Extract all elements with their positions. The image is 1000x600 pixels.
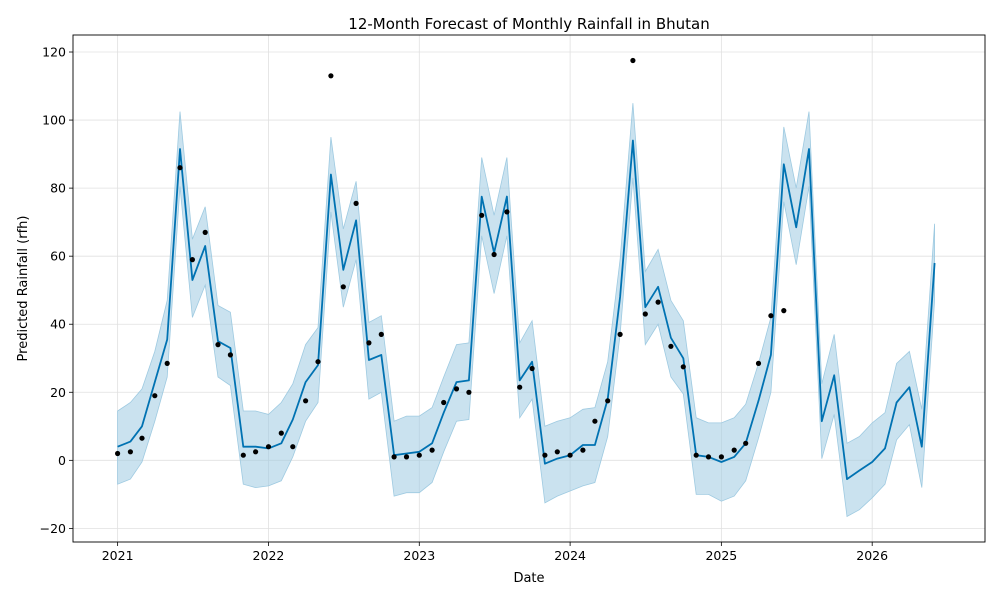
observed-point — [580, 447, 586, 453]
observed-point — [429, 447, 435, 453]
observed-point — [202, 229, 208, 235]
chart-title: 12-Month Forecast of Monthly Rainfall in… — [348, 15, 709, 33]
observed-point — [567, 452, 573, 458]
y-tick-label: 120 — [42, 45, 66, 60]
observed-point — [755, 360, 762, 366]
observed-point — [416, 452, 422, 458]
observed-point — [491, 251, 497, 258]
y-axis-ticks: −20 0 20 40 60 80 100 120 — [40, 45, 73, 536]
observed-point — [705, 454, 712, 460]
observed-point — [554, 449, 560, 455]
observed-point — [617, 331, 623, 337]
observed-point — [504, 209, 510, 215]
observed-point — [479, 212, 485, 218]
observed-point — [693, 452, 699, 458]
observed-point — [718, 454, 725, 460]
observed-point — [290, 444, 296, 450]
observed-point — [315, 359, 321, 365]
x-tick-label: 2022 — [253, 548, 285, 563]
observed-point — [177, 165, 183, 171]
observed-point — [340, 284, 346, 290]
x-axis-label: Date — [513, 571, 544, 586]
y-tick-label: 0 — [58, 453, 66, 468]
observed-point — [278, 430, 284, 436]
observed-point — [605, 398, 611, 404]
observed-point — [240, 452, 246, 458]
observed-point — [441, 399, 447, 406]
observed-point — [139, 435, 145, 441]
observed-point — [265, 444, 272, 450]
y-tick-label: 100 — [42, 113, 66, 128]
observed-point — [152, 393, 158, 399]
y-tick-label: −20 — [40, 521, 66, 536]
observed-point — [529, 365, 535, 372]
y-tick-label: 20 — [50, 385, 66, 400]
observed-point — [542, 452, 548, 458]
observed-point — [189, 257, 195, 263]
grid-lines — [73, 35, 985, 542]
observed-point — [768, 313, 774, 319]
observed-point — [403, 454, 410, 460]
observed-point — [466, 389, 472, 395]
observed-point — [655, 299, 661, 305]
observed-point — [592, 418, 598, 424]
observed-point — [328, 73, 334, 79]
observed-point — [642, 311, 648, 317]
observed-point — [303, 398, 309, 404]
observed-point — [253, 449, 259, 455]
y-axis-label: Predicted Rainfall (rfh) — [16, 216, 31, 362]
x-tick-label: 2025 — [705, 548, 737, 563]
observed-point — [391, 454, 397, 460]
plot-area-frame — [72, 34, 986, 543]
observed-point — [743, 440, 749, 446]
observed-point — [731, 447, 737, 453]
observed-point — [781, 308, 787, 314]
observed-point — [668, 343, 674, 349]
x-tick-label: 2024 — [554, 548, 586, 563]
x-tick-label: 2023 — [403, 548, 435, 563]
observed-point — [353, 200, 359, 206]
y-tick-label: 80 — [50, 181, 66, 196]
x-tick-label: 2021 — [102, 548, 134, 563]
observed-point — [366, 340, 372, 346]
observed-point — [453, 386, 460, 392]
observed-point — [215, 342, 221, 348]
x-axis-ticks: 2021 2022 2023 2024 2025 2026 — [102, 542, 888, 563]
observed-point — [164, 360, 170, 366]
y-tick-label: 60 — [50, 249, 66, 264]
forecast-line-group — [117, 139, 936, 481]
observed-points — [115, 57, 787, 460]
x-tick-label: 2026 — [856, 548, 888, 563]
observed-point — [378, 331, 384, 337]
observed-point — [227, 352, 233, 358]
observed-point — [517, 384, 523, 390]
observed-point — [680, 364, 686, 370]
observed-point — [630, 57, 636, 64]
forecast-line — [117, 139, 936, 481]
y-tick-label: 40 — [50, 317, 66, 332]
observed-point — [115, 450, 121, 457]
observed-point — [127, 449, 133, 455]
